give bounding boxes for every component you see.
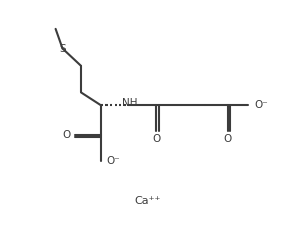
Text: O: O — [62, 130, 70, 140]
Text: NH: NH — [122, 98, 137, 108]
Text: O: O — [152, 134, 160, 144]
Text: O⁻: O⁻ — [107, 155, 120, 166]
Text: Ca⁺⁺: Ca⁺⁺ — [135, 196, 161, 206]
Text: O⁻: O⁻ — [254, 100, 268, 110]
Text: O: O — [223, 134, 232, 144]
Text: S: S — [59, 43, 66, 54]
